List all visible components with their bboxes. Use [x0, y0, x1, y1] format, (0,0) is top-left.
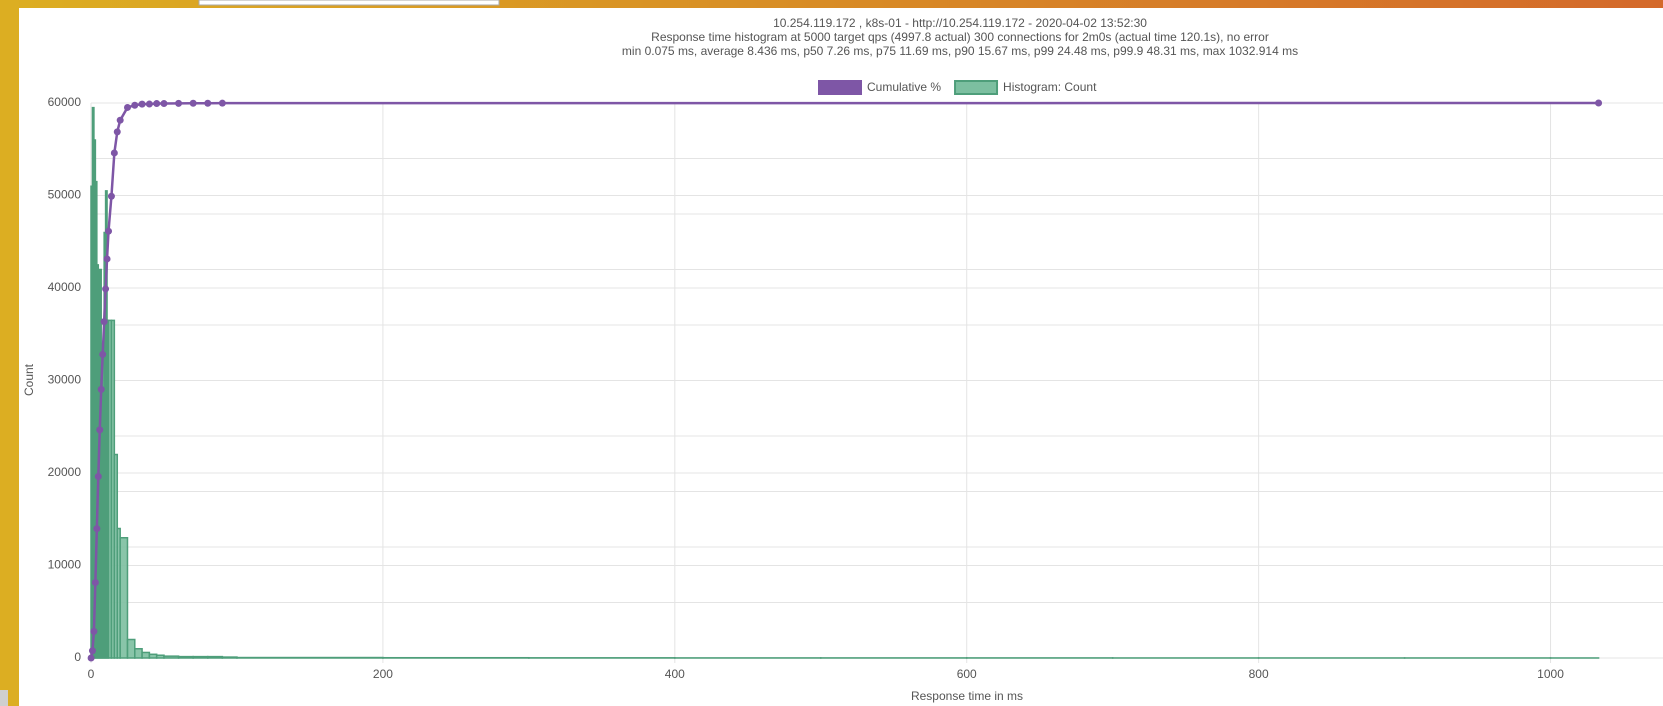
legend-label: Cumulative % [867, 80, 941, 94]
window-corner [0, 690, 8, 706]
title-line: Response time histogram at 5000 target q… [651, 30, 1269, 44]
y-tick-label: 20000 [48, 465, 82, 479]
cumulative-point [105, 227, 113, 235]
cumulative-point [102, 285, 110, 293]
window-top-bar [0, 0, 1663, 8]
x-tick-label: 1000 [1537, 667, 1564, 681]
histogram-bar [221, 656, 238, 659]
histogram-bar [163, 655, 180, 659]
histogram-bar [148, 653, 158, 659]
histogram-bar [141, 651, 151, 659]
cumulative-point [103, 255, 111, 263]
cumulative-point [87, 654, 95, 662]
cumulative-point [94, 473, 102, 481]
cumulative-point [88, 647, 96, 655]
cumulative-point [110, 149, 118, 157]
cumulative-point [97, 385, 105, 393]
x-tick-label: 600 [957, 667, 977, 681]
cumulative-point [189, 99, 197, 107]
cumulative-point [93, 525, 101, 533]
cumulative-point [100, 318, 108, 326]
cumulative-point [218, 99, 226, 107]
cumulative-point [138, 100, 146, 108]
y-tick-label: 40000 [48, 280, 82, 294]
legend-swatch [818, 80, 862, 95]
y-tick-label: 10000 [48, 558, 82, 572]
url-input[interactable] [198, 0, 500, 6]
cumulative-point [99, 350, 107, 358]
cumulative-point [175, 99, 183, 107]
x-tick-label: 200 [373, 667, 393, 681]
y-axis-label: Count [22, 363, 36, 396]
cumulative-point [160, 100, 168, 108]
x-tick-label: 0 [88, 667, 95, 681]
histogram-bar [119, 537, 129, 659]
x-tick-label: 800 [1249, 667, 1269, 681]
legend-swatch [954, 80, 999, 95]
legend-label: Histogram: Count [1003, 80, 1097, 94]
x-axis-label: Response time in ms [911, 689, 1023, 703]
histogram-bar [177, 655, 194, 659]
cumulative-point [123, 103, 131, 111]
y-tick-label: 60000 [48, 95, 82, 109]
cumulative-point [116, 116, 124, 124]
cumulative-point [131, 101, 139, 109]
cumulative-point [145, 100, 153, 108]
cumulative-point [107, 192, 115, 200]
y-tick-label: 30000 [48, 373, 82, 387]
title-line: 10.254.119.172 , k8s-01 - http://10.254.… [773, 16, 1147, 30]
histogram-bar [134, 648, 143, 659]
cumulative-point [91, 579, 99, 587]
cumulative-point [153, 100, 161, 108]
cumulative-line [89, 101, 1599, 659]
histogram-bar [155, 654, 165, 659]
cumulative-point [113, 128, 121, 136]
histogram-bar [126, 638, 136, 659]
cumulative-point [96, 426, 104, 434]
window-left-border [0, 0, 19, 706]
histogram-bar [192, 655, 209, 659]
cumulative-point [204, 99, 212, 107]
cumulative-point [90, 627, 98, 635]
x-tick-label: 400 [665, 667, 685, 681]
histogram-bar [207, 655, 224, 659]
y-tick-label: 50000 [48, 188, 82, 202]
title-line: min 0.075 ms, average 8.436 ms, p50 7.26… [622, 44, 1298, 58]
y-tick-label: 0 [74, 650, 81, 664]
cumulative-point [1595, 99, 1603, 107]
